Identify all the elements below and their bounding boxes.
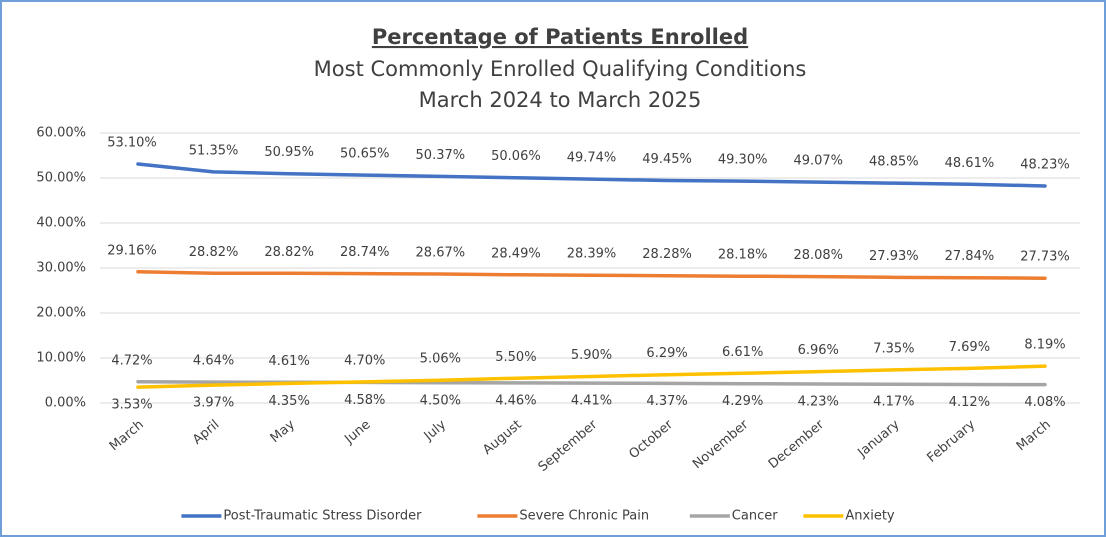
data-label: 4.37% — [646, 394, 687, 409]
data-label: 5.50% — [495, 350, 536, 365]
data-label: 4.46% — [495, 393, 536, 408]
legend-label: Cancer — [732, 509, 778, 524]
data-label: 48.61% — [945, 156, 995, 171]
data-label: 28.08% — [793, 248, 843, 263]
data-label: 28.28% — [642, 247, 692, 262]
chart-subtitle: Most Commonly Enrolled Qualifying Condit… — [314, 57, 807, 81]
data-label: 4.64% — [193, 354, 234, 369]
data-label: 27.73% — [1020, 250, 1070, 265]
data-label: 28.67% — [416, 245, 466, 260]
data-label: 4.61% — [269, 354, 310, 369]
data-label: 27.84% — [945, 249, 995, 264]
data-label: 4.17% — [873, 395, 914, 410]
data-label: 48.85% — [869, 155, 919, 170]
data-label: 49.45% — [642, 152, 692, 167]
data-label: 4.41% — [571, 394, 612, 409]
y-tick-label: 50.00% — [36, 171, 86, 186]
data-label: 4.23% — [798, 394, 839, 409]
data-label: 3.53% — [111, 398, 152, 413]
y-tick-label: 40.00% — [36, 216, 86, 231]
legend-label: Severe Chronic Pain — [519, 509, 649, 524]
data-label: 7.69% — [949, 340, 990, 355]
data-label: 53.10% — [107, 136, 157, 151]
data-label: 6.96% — [798, 343, 839, 358]
y-tick-label: 30.00% — [36, 261, 86, 276]
data-label: 4.70% — [344, 353, 385, 368]
data-label: 8.19% — [1024, 338, 1065, 353]
series-line — [136, 162, 1047, 188]
data-label: 48.23% — [1020, 157, 1070, 172]
data-label: 51.35% — [189, 143, 239, 158]
data-label: 49.74% — [567, 151, 617, 166]
data-label: 4.50% — [420, 393, 461, 408]
data-label: 4.08% — [1024, 395, 1065, 410]
data-label: 49.07% — [793, 154, 843, 169]
data-label: 50.95% — [264, 145, 314, 160]
data-label: 3.97% — [193, 396, 234, 411]
chart-subtitle: March 2024 to March 2025 — [419, 88, 702, 112]
data-label: 6.61% — [722, 345, 763, 360]
data-label: 29.16% — [107, 243, 157, 258]
data-label: 4.72% — [111, 353, 152, 368]
data-label: 4.29% — [722, 394, 763, 409]
series-line — [136, 364, 1047, 389]
data-label: 50.65% — [340, 147, 390, 162]
data-label: 5.90% — [571, 348, 612, 363]
data-label: 27.93% — [869, 249, 919, 264]
data-label: 28.74% — [340, 245, 390, 260]
chart-title: Percentage of Patients Enrolled — [372, 25, 748, 49]
data-label: 28.18% — [718, 248, 768, 263]
series-line — [136, 270, 1047, 280]
data-label: 4.35% — [269, 394, 310, 409]
data-label: 28.39% — [567, 247, 617, 262]
data-label: 4.58% — [344, 393, 385, 408]
y-tick-label: 60.00% — [36, 126, 86, 141]
data-label: 5.06% — [420, 352, 461, 367]
data-label: 7.35% — [873, 341, 914, 356]
legend-label: Post-Traumatic Stress Disorder — [223, 509, 422, 524]
data-label: 28.82% — [189, 245, 239, 260]
y-tick-label: 20.00% — [36, 306, 86, 321]
legend-label: Anxiety — [845, 509, 895, 524]
data-label: 50.06% — [491, 149, 541, 164]
data-label: 49.30% — [718, 153, 768, 168]
data-label: 4.12% — [949, 395, 990, 410]
data-label: 50.37% — [416, 148, 466, 163]
data-label: 28.82% — [264, 245, 314, 260]
data-label: 28.49% — [491, 246, 541, 261]
y-tick-label: 10.00% — [36, 351, 86, 366]
data-label: 6.29% — [646, 346, 687, 361]
y-tick-label: 0.00% — [45, 396, 86, 411]
